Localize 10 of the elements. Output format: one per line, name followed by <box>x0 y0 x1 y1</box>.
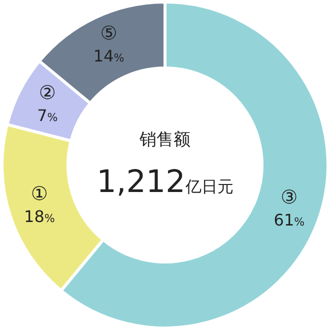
data-label: 14% <box>93 46 124 66</box>
slice-label: ② <box>38 82 56 104</box>
data-label: 7% <box>37 106 58 126</box>
slice-label: ③ <box>280 186 298 209</box>
slice-label: ① <box>30 182 48 205</box>
text: 1,212亿日元 <box>96 164 234 200</box>
slice-label: ⑤ <box>100 22 118 45</box>
data-label: 61% <box>274 210 305 230</box>
text: 销售额 <box>138 130 190 150</box>
data-label: 18% <box>24 206 55 226</box>
